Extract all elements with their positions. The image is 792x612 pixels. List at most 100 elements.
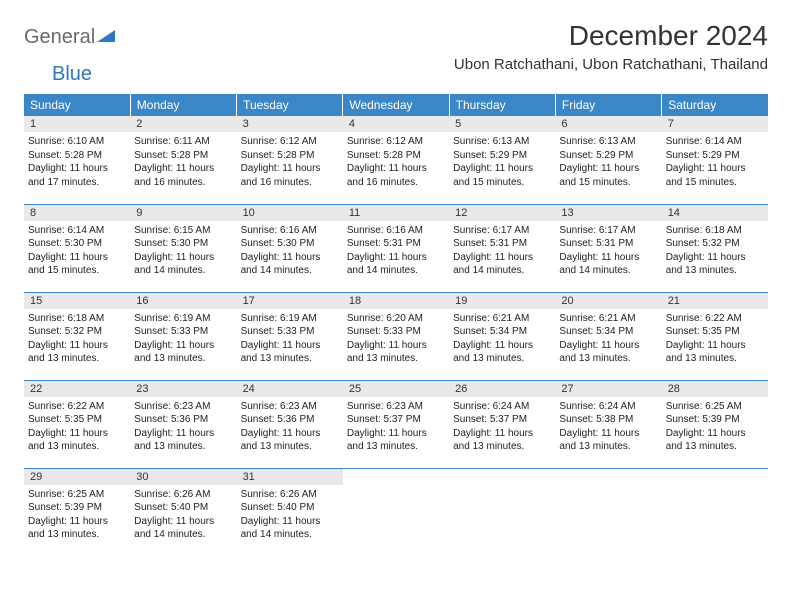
calendar-cell: 8Sunrise: 6:14 AMSunset: 5:30 PMDaylight… (24, 204, 130, 292)
day-number: 11 (343, 205, 449, 221)
calendar-cell: 26Sunrise: 6:24 AMSunset: 5:37 PMDayligh… (449, 380, 555, 468)
day-number: 27 (555, 381, 661, 397)
calendar-cell: 16Sunrise: 6:19 AMSunset: 5:33 PMDayligh… (130, 292, 236, 380)
day-number: 29 (24, 469, 130, 485)
day-number: 18 (343, 293, 449, 309)
day-body: Sunrise: 6:19 AMSunset: 5:33 PMDaylight:… (237, 309, 343, 370)
calendar-cell: 23Sunrise: 6:23 AMSunset: 5:36 PMDayligh… (130, 380, 236, 468)
calendar-row: 29Sunrise: 6:25 AMSunset: 5:39 PMDayligh… (24, 468, 768, 556)
logo-text-blue: Blue (52, 63, 92, 85)
weekday-saturday: Saturday (662, 94, 768, 116)
day-number: 1 (24, 116, 130, 132)
day-number: 12 (449, 205, 555, 221)
day-body: Sunrise: 6:16 AMSunset: 5:30 PMDaylight:… (237, 221, 343, 282)
calendar-cell: 5Sunrise: 6:13 AMSunset: 5:29 PMDaylight… (449, 116, 555, 204)
day-number: 23 (130, 381, 236, 397)
calendar-cell: 6Sunrise: 6:13 AMSunset: 5:29 PMDaylight… (555, 116, 661, 204)
calendar-cell: 19Sunrise: 6:21 AMSunset: 5:34 PMDayligh… (449, 292, 555, 380)
day-body: Sunrise: 6:17 AMSunset: 5:31 PMDaylight:… (555, 221, 661, 282)
calendar-cell: 3Sunrise: 6:12 AMSunset: 5:28 PMDaylight… (237, 116, 343, 204)
day-number: 19 (449, 293, 555, 309)
calendar-body: 1Sunrise: 6:10 AMSunset: 5:28 PMDaylight… (24, 116, 768, 556)
logo-triangle-icon (97, 28, 115, 47)
day-number: 25 (343, 381, 449, 397)
day-body: Sunrise: 6:26 AMSunset: 5:40 PMDaylight:… (237, 485, 343, 546)
weekday-tuesday: Tuesday (237, 94, 343, 116)
calendar-cell: 27Sunrise: 6:24 AMSunset: 5:38 PMDayligh… (555, 380, 661, 468)
day-number: 21 (662, 293, 768, 309)
calendar-cell: 12Sunrise: 6:17 AMSunset: 5:31 PMDayligh… (449, 204, 555, 292)
calendar-cell: 2Sunrise: 6:11 AMSunset: 5:28 PMDaylight… (130, 116, 236, 204)
calendar-cell: 15Sunrise: 6:18 AMSunset: 5:32 PMDayligh… (24, 292, 130, 380)
day-body: Sunrise: 6:26 AMSunset: 5:40 PMDaylight:… (130, 485, 236, 546)
day-number: 24 (237, 381, 343, 397)
day-number: 31 (237, 469, 343, 485)
day-number: 22 (24, 381, 130, 397)
day-body: Sunrise: 6:18 AMSunset: 5:32 PMDaylight:… (662, 221, 768, 282)
day-body: Sunrise: 6:23 AMSunset: 5:37 PMDaylight:… (343, 397, 449, 458)
day-body: Sunrise: 6:13 AMSunset: 5:29 PMDaylight:… (449, 132, 555, 193)
day-number: 5 (449, 116, 555, 132)
day-number: 9 (130, 205, 236, 221)
day-number: 26 (449, 381, 555, 397)
weekday-header-row: SundayMondayTuesdayWednesdayThursdayFrid… (24, 94, 768, 116)
day-body: Sunrise: 6:18 AMSunset: 5:32 PMDaylight:… (24, 309, 130, 370)
weekday-friday: Friday (555, 94, 661, 116)
day-body: Sunrise: 6:12 AMSunset: 5:28 PMDaylight:… (343, 132, 449, 193)
calendar-table: SundayMondayTuesdayWednesdayThursdayFrid… (24, 94, 768, 556)
calendar-row: 1Sunrise: 6:10 AMSunset: 5:28 PMDaylight… (24, 116, 768, 204)
calendar-cell: 24Sunrise: 6:23 AMSunset: 5:36 PMDayligh… (237, 380, 343, 468)
calendar-cell (343, 468, 449, 556)
day-body: Sunrise: 6:12 AMSunset: 5:28 PMDaylight:… (237, 132, 343, 193)
day-number: 20 (555, 293, 661, 309)
day-number: 2 (130, 116, 236, 132)
weekday-thursday: Thursday (449, 94, 555, 116)
day-body: Sunrise: 6:14 AMSunset: 5:30 PMDaylight:… (24, 221, 130, 282)
calendar-cell (662, 468, 768, 556)
day-number: 16 (130, 293, 236, 309)
day-number: 15 (24, 293, 130, 309)
calendar-cell: 28Sunrise: 6:25 AMSunset: 5:39 PMDayligh… (662, 380, 768, 468)
day-body: Sunrise: 6:11 AMSunset: 5:28 PMDaylight:… (130, 132, 236, 193)
day-body: Sunrise: 6:14 AMSunset: 5:29 PMDaylight:… (662, 132, 768, 193)
day-number: 10 (237, 205, 343, 221)
day-body: Sunrise: 6:25 AMSunset: 5:39 PMDaylight:… (662, 397, 768, 458)
calendar-cell: 25Sunrise: 6:23 AMSunset: 5:37 PMDayligh… (343, 380, 449, 468)
calendar-cell: 4Sunrise: 6:12 AMSunset: 5:28 PMDaylight… (343, 116, 449, 204)
calendar-cell: 21Sunrise: 6:22 AMSunset: 5:35 PMDayligh… (662, 292, 768, 380)
day-number: 28 (662, 381, 768, 397)
day-number: 4 (343, 116, 449, 132)
calendar-cell: 13Sunrise: 6:17 AMSunset: 5:31 PMDayligh… (555, 204, 661, 292)
day-body: Sunrise: 6:23 AMSunset: 5:36 PMDaylight:… (237, 397, 343, 458)
calendar-cell (555, 468, 661, 556)
day-body: Sunrise: 6:15 AMSunset: 5:30 PMDaylight:… (130, 221, 236, 282)
calendar-row: 8Sunrise: 6:14 AMSunset: 5:30 PMDaylight… (24, 204, 768, 292)
day-number: 14 (662, 205, 768, 221)
day-body: Sunrise: 6:19 AMSunset: 5:33 PMDaylight:… (130, 309, 236, 370)
calendar-cell: 18Sunrise: 6:20 AMSunset: 5:33 PMDayligh… (343, 292, 449, 380)
calendar-cell: 9Sunrise: 6:15 AMSunset: 5:30 PMDaylight… (130, 204, 236, 292)
weekday-sunday: Sunday (24, 94, 130, 116)
logo-text-general: General (24, 26, 95, 49)
logo: General (24, 20, 115, 49)
calendar-row: 15Sunrise: 6:18 AMSunset: 5:32 PMDayligh… (24, 292, 768, 380)
calendar-cell: 29Sunrise: 6:25 AMSunset: 5:39 PMDayligh… (24, 468, 130, 556)
day-number: 8 (24, 205, 130, 221)
day-body: Sunrise: 6:22 AMSunset: 5:35 PMDaylight:… (24, 397, 130, 458)
day-number: 13 (555, 205, 661, 221)
calendar-cell: 31Sunrise: 6:26 AMSunset: 5:40 PMDayligh… (237, 468, 343, 556)
calendar-cell (449, 468, 555, 556)
day-body: Sunrise: 6:22 AMSunset: 5:35 PMDaylight:… (662, 309, 768, 370)
calendar-cell: 10Sunrise: 6:16 AMSunset: 5:30 PMDayligh… (237, 204, 343, 292)
calendar-cell: 20Sunrise: 6:21 AMSunset: 5:34 PMDayligh… (555, 292, 661, 380)
day-body: Sunrise: 6:21 AMSunset: 5:34 PMDaylight:… (449, 309, 555, 370)
day-number: 17 (237, 293, 343, 309)
day-body: Sunrise: 6:20 AMSunset: 5:33 PMDaylight:… (343, 309, 449, 370)
calendar-cell: 17Sunrise: 6:19 AMSunset: 5:33 PMDayligh… (237, 292, 343, 380)
calendar-cell: 7Sunrise: 6:14 AMSunset: 5:29 PMDaylight… (662, 116, 768, 204)
weekday-wednesday: Wednesday (343, 94, 449, 116)
day-body: Sunrise: 6:24 AMSunset: 5:37 PMDaylight:… (449, 397, 555, 458)
day-body: Sunrise: 6:17 AMSunset: 5:31 PMDaylight:… (449, 221, 555, 282)
day-body: Sunrise: 6:24 AMSunset: 5:38 PMDaylight:… (555, 397, 661, 458)
calendar-row: 22Sunrise: 6:22 AMSunset: 5:35 PMDayligh… (24, 380, 768, 468)
